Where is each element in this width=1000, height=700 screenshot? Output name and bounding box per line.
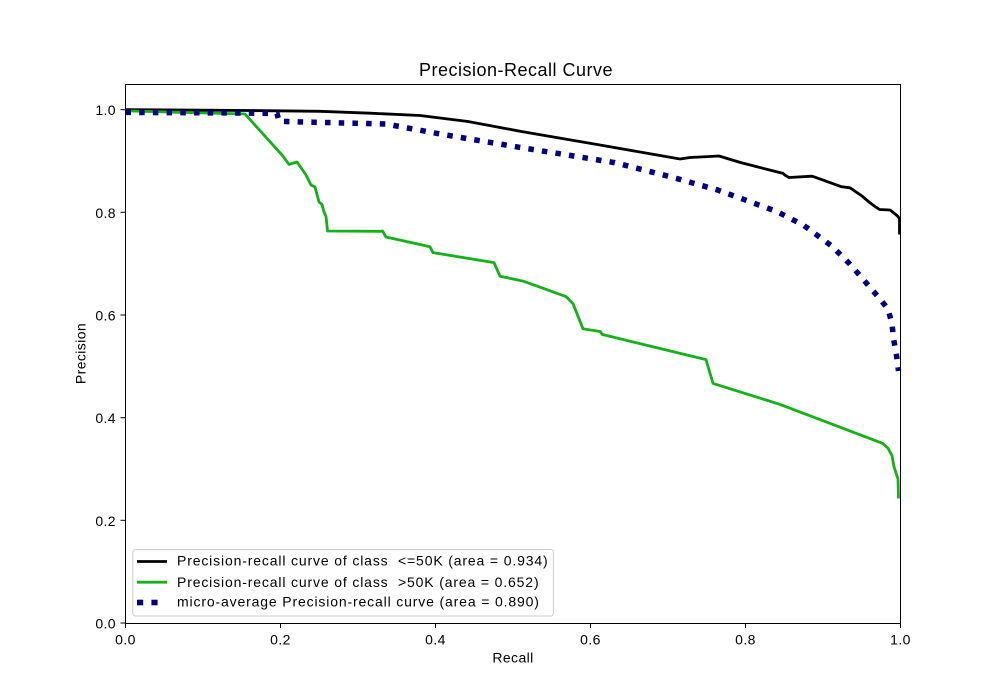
- svg-text:1.0: 1.0: [95, 102, 116, 118]
- svg-text:0.6: 0.6: [580, 632, 601, 648]
- svg-text:0.0: 0.0: [115, 632, 136, 648]
- svg-text:Precision-recall curve of clas: Precision-recall curve of class >50K (ar…: [177, 574, 539, 590]
- svg-text:0.4: 0.4: [425, 632, 446, 648]
- svg-text:Precision: Precision: [73, 323, 89, 384]
- svg-text:Recall: Recall: [492, 650, 533, 666]
- svg-text:0.2: 0.2: [95, 513, 116, 529]
- svg-text:0.8: 0.8: [735, 632, 756, 648]
- svg-text:0.4: 0.4: [95, 410, 116, 426]
- svg-text:0.0: 0.0: [95, 616, 116, 632]
- svg-text:0.2: 0.2: [270, 632, 291, 648]
- svg-text:Precision-Recall Curve: Precision-Recall Curve: [419, 60, 613, 80]
- svg-text:0.6: 0.6: [95, 308, 116, 324]
- svg-text:micro-average Precision-recall: micro-average Precision-recall curve (ar…: [177, 594, 540, 610]
- svg-text:Precision-recall curve of clas: Precision-recall curve of class <=50K (a…: [177, 553, 549, 569]
- svg-text:0.8: 0.8: [95, 205, 116, 221]
- svg-text:1.0: 1.0: [890, 632, 911, 648]
